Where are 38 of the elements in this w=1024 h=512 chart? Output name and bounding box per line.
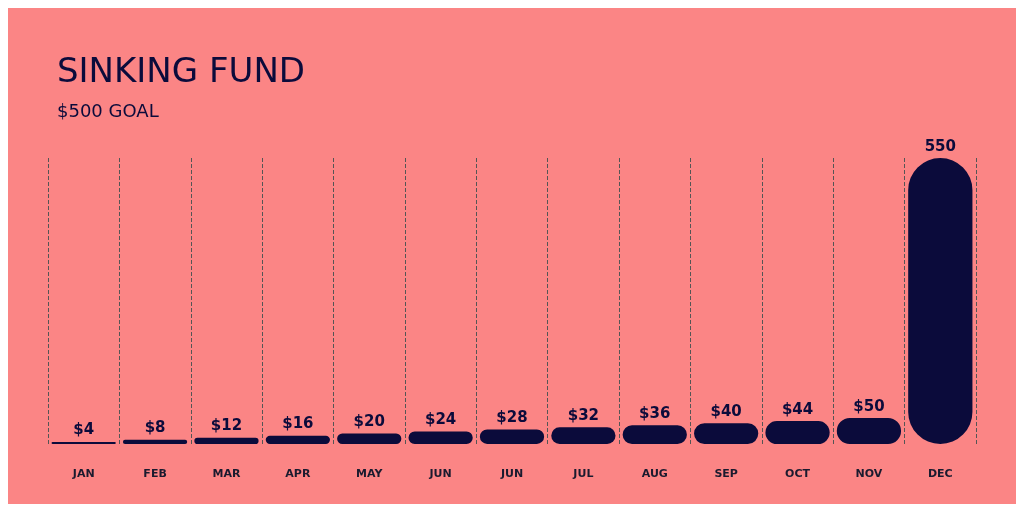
x-tick-label: APR — [285, 467, 311, 480]
x-tick-label: NOV — [855, 467, 883, 480]
data-label: $8 — [144, 418, 166, 437]
x-tick-label: JUL — [572, 467, 594, 480]
data-label: $4 — [73, 420, 95, 439]
data-label: $44 — [781, 399, 814, 418]
bar — [408, 431, 473, 444]
x-tick-label: MAY — [356, 467, 384, 480]
bar — [551, 427, 616, 444]
data-label: 550 — [924, 136, 956, 155]
x-tick-label: AUG — [641, 467, 668, 480]
bar — [337, 433, 402, 444]
data-label: $12 — [210, 416, 243, 435]
chart-title: SINKING FUND — [57, 50, 306, 90]
bar — [479, 429, 545, 444]
x-tick-label: FEB — [143, 467, 167, 480]
data-label: $36 — [639, 403, 671, 422]
x-tick-label: DEC — [927, 467, 953, 480]
chart-subtitle: $500 GOAL — [57, 99, 159, 121]
data-label: $40 — [710, 401, 742, 420]
x-tick-label: JUN — [499, 467, 524, 480]
data-label: $28 — [496, 407, 528, 426]
bar — [908, 158, 973, 444]
x-tick-label: OCT — [785, 467, 811, 480]
bar — [122, 439, 188, 444]
x-tick-label: JAN — [71, 467, 95, 480]
x-tick-label: MAR — [212, 467, 241, 480]
data-label: $16 — [282, 414, 314, 433]
bar — [194, 437, 259, 444]
data-label: $24 — [424, 410, 457, 429]
data-label: $32 — [567, 405, 600, 424]
data-label: $50 — [853, 396, 885, 415]
x-tick-label: JUN — [428, 467, 452, 480]
bar — [265, 435, 330, 444]
bar — [51, 441, 116, 444]
bar — [622, 425, 687, 444]
data-label: $20 — [353, 412, 385, 431]
x-tick-label: SEP — [714, 467, 738, 480]
